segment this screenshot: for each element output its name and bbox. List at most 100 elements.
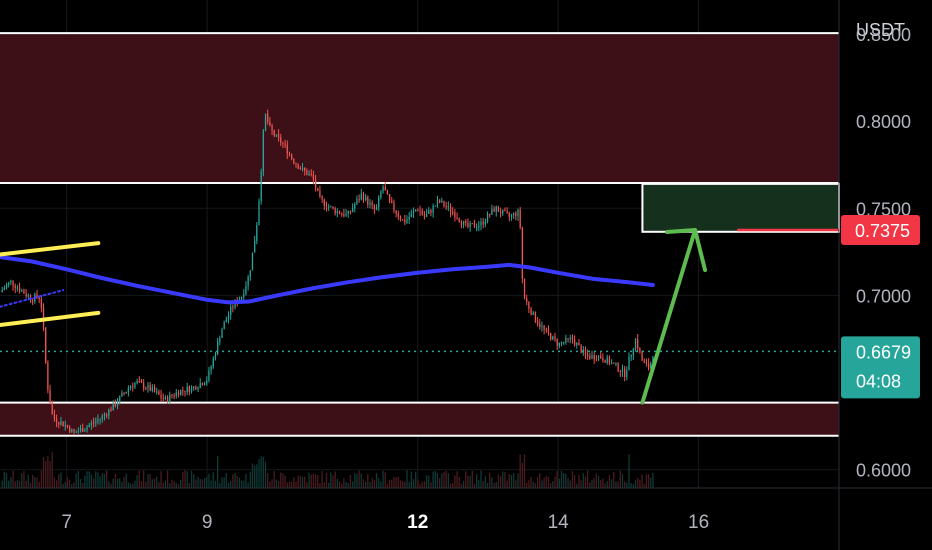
volume-bar: [641, 474, 643, 488]
upper-resistance-zone: [0, 33, 839, 183]
volume-bar: [395, 477, 397, 488]
candle-body: [223, 322, 225, 330]
volume-bar: [238, 477, 241, 488]
candle-body: [47, 362, 49, 390]
candle-body: [517, 209, 519, 217]
volume-bar: [639, 479, 641, 488]
volume-bar: [543, 477, 545, 488]
candle-body: [129, 386, 132, 389]
candle-body: [260, 171, 262, 201]
candle-body: [58, 422, 60, 425]
volume-bar: [299, 475, 302, 488]
volume-bar: [62, 483, 64, 488]
volume-bar: [164, 480, 167, 488]
candle-body: [82, 428, 84, 432]
volume-bar: [447, 473, 450, 488]
bar-countdown-label: 04:08: [856, 371, 901, 391]
volume-bar: [21, 473, 23, 488]
candle-body: [491, 208, 493, 215]
volume-bar: [121, 481, 123, 488]
candle-body: [116, 402, 119, 407]
candle-body: [145, 388, 147, 390]
volume-bar: [306, 482, 308, 488]
volume-bar: [425, 475, 428, 488]
candle-body: [134, 383, 136, 388]
volume-bar: [138, 470, 140, 488]
candle-body: [404, 219, 406, 223]
candle-body: [105, 414, 108, 416]
volume-bar: [225, 472, 228, 488]
volume-bar: [536, 476, 539, 488]
candle-body: [604, 360, 606, 363]
volume-bar: [253, 465, 256, 488]
candle-body: [199, 383, 201, 388]
x-tick-label: 7: [61, 512, 72, 533]
candle-body: [210, 366, 212, 371]
volume-bar: [491, 477, 493, 488]
volume-bar: [489, 472, 491, 488]
candle-body: [523, 278, 526, 299]
volume-bar: [358, 470, 360, 488]
volume-bar: [610, 479, 613, 488]
candle-body: [541, 325, 543, 327]
candle-body: [269, 121, 271, 126]
volume-bar: [602, 478, 604, 488]
volume-bar: [3, 471, 6, 488]
candle-body: [55, 418, 58, 423]
volume-bar: [288, 481, 291, 488]
volume-bar: [25, 480, 27, 488]
volume-bar: [523, 454, 526, 488]
candle-body: [489, 213, 491, 215]
candle-body: [169, 394, 171, 402]
candle-body: [417, 210, 419, 212]
candle-body: [475, 227, 478, 229]
candle-body: [271, 125, 273, 131]
candle-body: [558, 342, 561, 346]
candle-body: [310, 173, 312, 175]
moving-average-line: [0, 255, 655, 305]
candle-body: [606, 357, 608, 363]
volume-bar: [443, 471, 445, 488]
volume-bar: [249, 471, 251, 488]
volume-bar: [51, 452, 53, 488]
volume-bar: [277, 481, 280, 488]
candle-body: [201, 383, 204, 385]
candle-body: [245, 286, 247, 295]
volume-bar: [351, 481, 354, 488]
volume-bar: [338, 481, 341, 488]
arrow-head: [665, 228, 708, 273]
candle-body: [471, 223, 473, 225]
volume-bar: [560, 471, 563, 488]
volume-bar: [528, 480, 530, 488]
candle-body: [66, 424, 69, 427]
candle-body: [64, 424, 66, 427]
volume-bar: [332, 475, 334, 488]
candle-body: [345, 213, 347, 216]
candle-body: [295, 163, 297, 165]
volume-bar: [251, 463, 254, 488]
candle-body: [443, 200, 445, 207]
volume-bar: [438, 478, 441, 488]
candle-body: [608, 357, 611, 364]
volume-bar: [330, 472, 332, 488]
candle-body: [121, 393, 123, 397]
volume-bar: [147, 474, 149, 488]
volume-bar: [317, 475, 319, 488]
volume-bar: [123, 476, 125, 488]
candle-body: [103, 414, 106, 416]
volume-bar: [615, 481, 617, 488]
candle-body: [314, 179, 317, 188]
volume-bar: [465, 471, 467, 488]
volume-bar: [369, 482, 371, 488]
candle-body: [567, 338, 569, 340]
volume-bar: [136, 475, 138, 488]
volume-bar: [391, 479, 393, 488]
volume-bar: [173, 480, 175, 488]
volume-bar: [499, 476, 502, 488]
candle-body: [441, 200, 443, 203]
candle-body: [10, 280, 12, 283]
volume-bar: [177, 483, 180, 488]
candle-body: [334, 208, 336, 214]
candle-body: [293, 159, 295, 164]
